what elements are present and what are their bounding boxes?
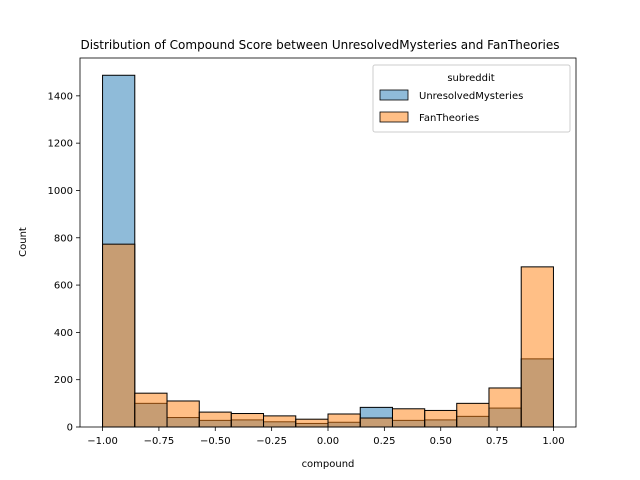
bar-fantheories-3 bbox=[198, 411, 232, 428]
bar-fantheories-12 bbox=[488, 387, 522, 428]
y-tick-label: 0 bbox=[67, 423, 73, 434]
y-tick-label: 400 bbox=[54, 328, 73, 339]
bar-fantheories-7 bbox=[327, 413, 361, 428]
x-tick-label: 0.75 bbox=[486, 436, 508, 447]
x-axis-ticks: −1.00 −0.75 −0.50 −0.25 0.00 0.25 0.50 0.75 1.00 bbox=[87, 427, 565, 447]
y-axis-label: Count bbox=[18, 227, 29, 257]
legend-box bbox=[372, 64, 571, 133]
y-tick-label: 200 bbox=[54, 375, 73, 386]
legend-label-fantheories: FanTheories bbox=[419, 113, 479, 124]
y-tick-label: 800 bbox=[54, 233, 73, 244]
x-tick-label: −0.25 bbox=[256, 436, 287, 447]
legend-label-unresolvedmysteries: UnresolvedMysteries bbox=[419, 91, 523, 102]
bar-fantheories-2 bbox=[166, 400, 200, 428]
legend: subreddit UnresolvedMysteries FanTheorie… bbox=[372, 64, 571, 133]
bar-fantheories-0 bbox=[102, 243, 136, 428]
legend-title: subreddit bbox=[447, 73, 494, 84]
bar-fantheories-9 bbox=[391, 408, 426, 428]
legend-swatch-unresolvedmysteries bbox=[379, 89, 409, 101]
y-tick-label: 1400 bbox=[48, 91, 73, 102]
bar-fantheories-1 bbox=[134, 392, 168, 428]
y-tick-label: 600 bbox=[54, 281, 73, 292]
x-tick-label: −0.75 bbox=[144, 436, 175, 447]
x-axis-label: compound bbox=[302, 459, 355, 470]
x-tick-label: −0.50 bbox=[200, 436, 231, 447]
legend-swatch-fantheories bbox=[379, 111, 409, 123]
bar-fantheories-10 bbox=[424, 409, 458, 428]
y-tick-label: 1200 bbox=[48, 139, 73, 150]
bars-layer bbox=[102, 74, 554, 428]
chart-title: Distribution of Compound Score between U… bbox=[80, 38, 559, 52]
x-tick-label: 1.00 bbox=[542, 436, 564, 447]
x-tick-label: 0.00 bbox=[317, 436, 339, 447]
y-axis-ticks: 0 200 400 600 800 1000 1200 1400 bbox=[48, 91, 80, 434]
bar-fantheories-4 bbox=[230, 413, 265, 428]
bar-fantheories-13 bbox=[520, 266, 554, 428]
bar-fantheories-8 bbox=[359, 417, 393, 428]
x-tick-label: −1.00 bbox=[87, 436, 118, 447]
x-tick-label: 0.50 bbox=[430, 436, 452, 447]
bar-fantheories-11 bbox=[456, 402, 490, 428]
x-tick-label: 0.25 bbox=[373, 436, 395, 447]
y-tick-label: 1000 bbox=[48, 186, 73, 197]
bar-fantheories-5 bbox=[263, 415, 297, 428]
bar-fantheories-6 bbox=[295, 418, 329, 428]
